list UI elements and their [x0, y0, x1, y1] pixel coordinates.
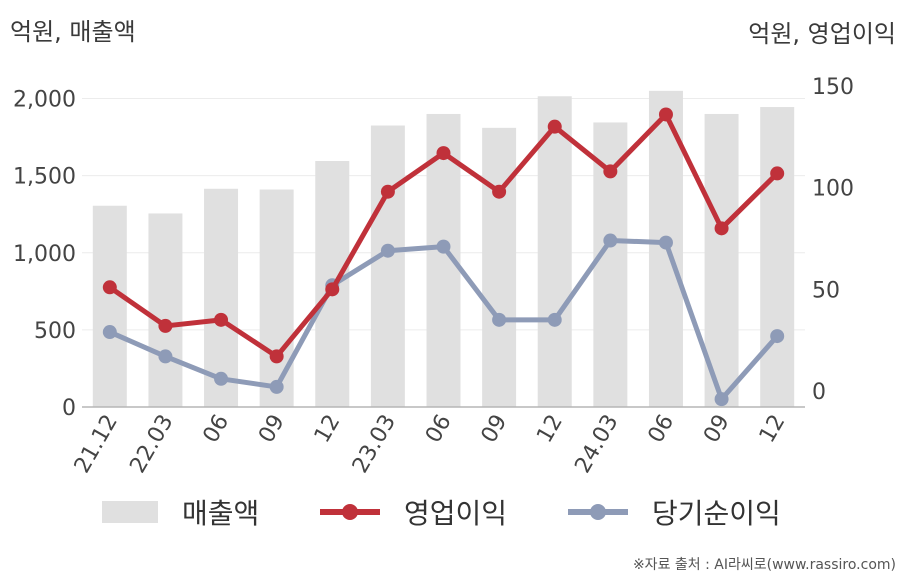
net-income-point: [102, 325, 117, 340]
revenue-bar: [92, 205, 127, 407]
left-axis-unit: 억원, 매출액: [10, 18, 136, 46]
operating-profit-point: [603, 164, 618, 179]
x-tick-label: 06: [199, 411, 235, 448]
right-tick-label: 0: [812, 380, 826, 405]
operating-profit-point: [714, 221, 729, 236]
revenue-bar: [482, 127, 517, 407]
revenue-bar: [537, 96, 572, 408]
operating-profit-point: [325, 282, 340, 297]
operating-profit-point: [214, 312, 229, 327]
net-income-point: [547, 312, 562, 327]
x-tick-label: 09: [254, 411, 290, 448]
revenue-bars: [92, 90, 795, 408]
right-tick-label: 50: [812, 278, 840, 303]
operating-profit-point: [380, 184, 395, 199]
operating-profit-point: [492, 184, 507, 199]
net-income-point: [158, 349, 173, 364]
net-income-point: [269, 379, 284, 394]
net-income-point: [770, 329, 785, 344]
net-income-point: [603, 233, 618, 248]
revenue-bar: [148, 213, 183, 407]
net-income-point: [714, 392, 729, 407]
x-tick-label: 06: [421, 411, 457, 448]
revenue-bar: [760, 107, 795, 407]
legend-label-net-income: 당기순이익: [652, 497, 781, 530]
right-tick-label: 150: [812, 75, 854, 100]
revenue-bar: [259, 189, 294, 407]
x-tick-label: 23.03: [348, 411, 401, 478]
revenue-bar: [704, 113, 739, 407]
x-tick-label: 06: [644, 411, 680, 448]
net-income-point: [492, 312, 507, 327]
left-tick-label: 2,000: [13, 88, 76, 113]
net-income-point: [436, 239, 451, 254]
left-tick-label: 1,500: [13, 165, 76, 190]
revenue-bar: [370, 125, 405, 408]
x-tick-label: 09: [699, 411, 735, 448]
x-tick-label: 12: [755, 411, 791, 448]
x-tick-label: 12: [532, 411, 568, 448]
x-tick-label: 21.12: [70, 411, 123, 478]
left-tick-label: 500: [34, 319, 76, 344]
operating-profit-point: [269, 349, 284, 364]
operating-profit-point: [770, 166, 785, 181]
left-tick-label: 1,000: [13, 242, 76, 267]
right-axis-unit: 억원, 영업이익: [748, 20, 896, 48]
operating-profit-point: [436, 146, 451, 161]
operating-profit-point: [658, 107, 673, 122]
left-tick-label: 0: [62, 396, 76, 421]
x-tick-label: 12: [310, 411, 346, 448]
net-income-point: [214, 371, 229, 386]
legend-swatch-operating-profit: [320, 504, 380, 520]
source-note: ※자료 출처 : AI라씨로(www.rassiro.com): [632, 557, 896, 573]
net-income-point: [380, 243, 395, 258]
legend-item-operating-profit: 영업이익: [318, 492, 507, 532]
legend-swatch-revenue: [102, 501, 158, 523]
x-tick-label: 09: [477, 410, 513, 447]
x-tick-label: 24.03: [570, 411, 623, 478]
legend-swatch-net-income: [568, 504, 628, 520]
profit-lines: [102, 107, 785, 407]
revenue-bar: [204, 188, 239, 407]
operating-profit-point: [547, 119, 562, 134]
legend-item-revenue: 매출액: [102, 492, 259, 532]
net-income-point: [658, 235, 673, 250]
legend-label-operating-profit: 영업이익: [404, 497, 508, 530]
legend-item-net-income: 당기순이익: [566, 492, 781, 532]
right-tick-label: 100: [812, 177, 854, 202]
operating-profit-point: [158, 318, 173, 333]
operating-profit-point: [102, 280, 117, 295]
x-tick-label: 22.03: [125, 411, 178, 478]
legend-label-revenue: 매출액: [182, 497, 260, 530]
